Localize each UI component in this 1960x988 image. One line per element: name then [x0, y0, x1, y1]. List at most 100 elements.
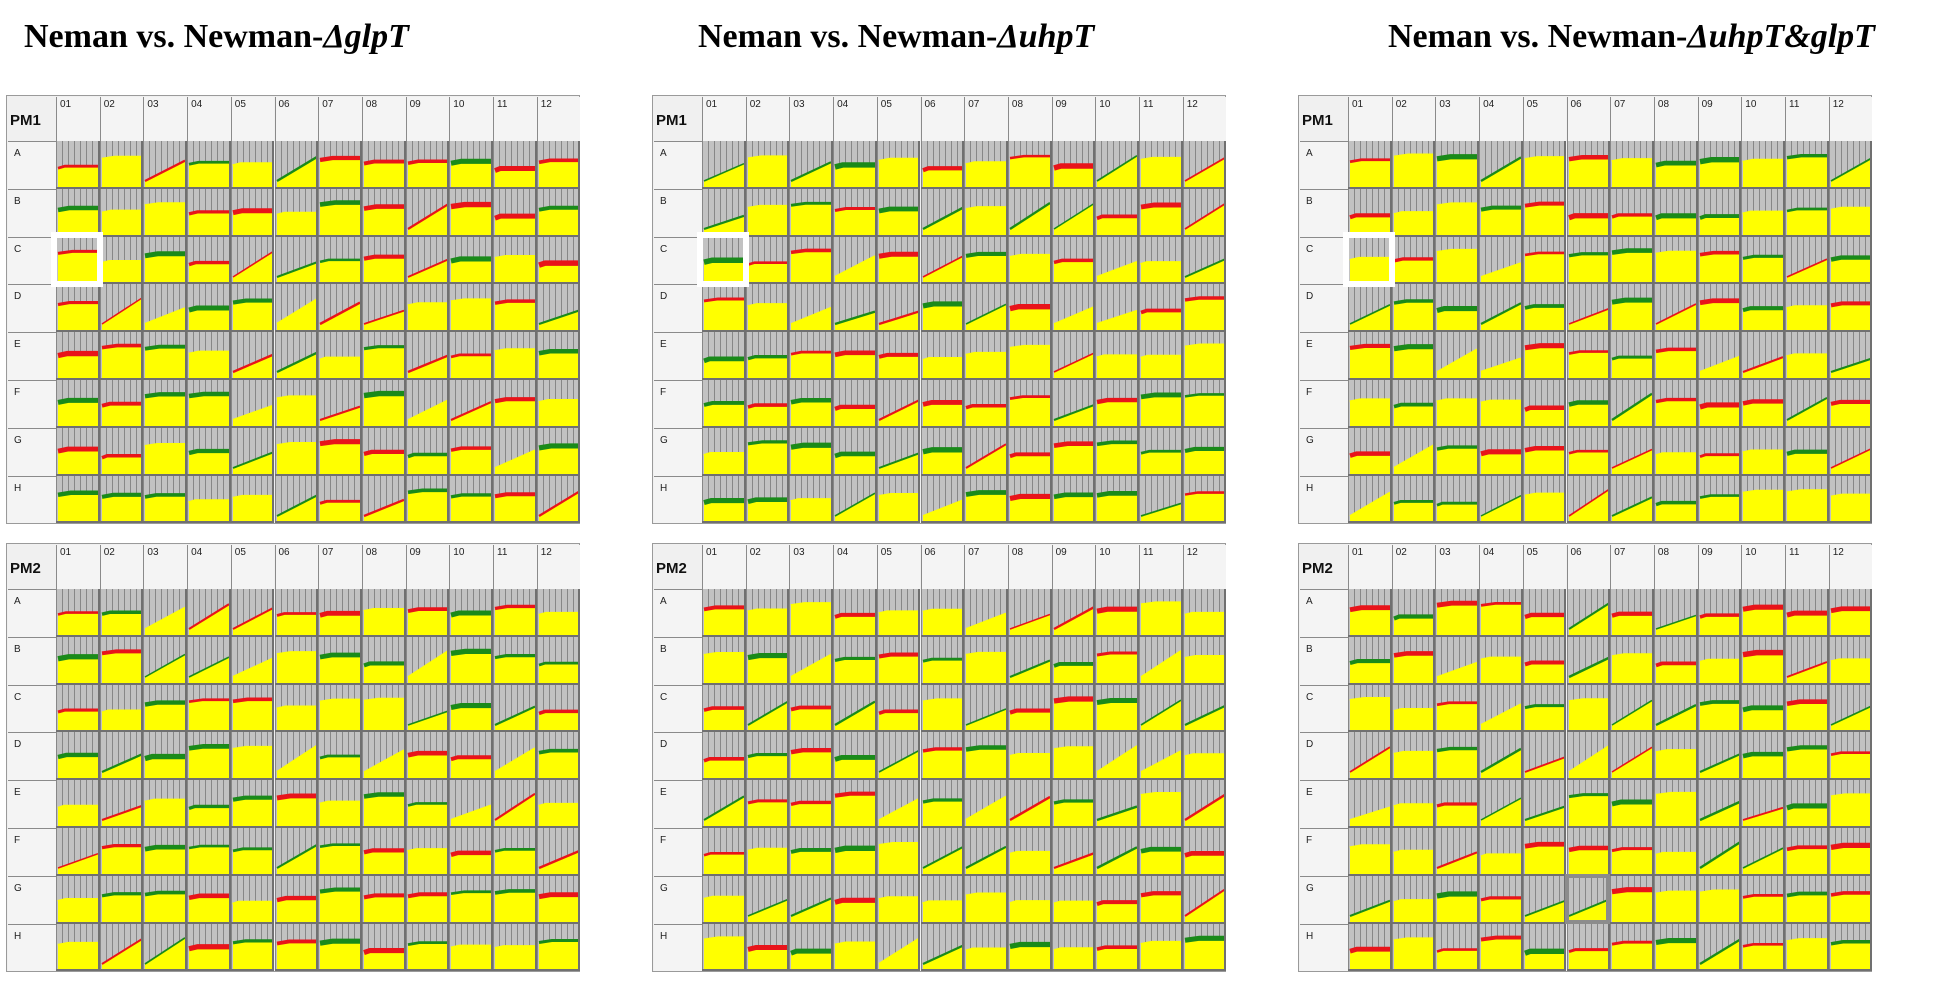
curve-edge [407, 607, 448, 614]
growth-curve [1437, 700, 1478, 731]
curve-area [704, 853, 744, 874]
growth-curve [319, 610, 360, 635]
growth-curve [1698, 213, 1740, 235]
well-A01 [1348, 589, 1392, 637]
growth-curve [1611, 699, 1652, 731]
curve-edge [276, 793, 317, 801]
curve-edge [101, 297, 142, 326]
growth-curve [1096, 697, 1137, 731]
curve-area [966, 797, 1006, 826]
growth-curve [703, 757, 744, 779]
curve-area [1743, 357, 1783, 378]
curve-edge [363, 310, 404, 326]
curve-area [1184, 298, 1225, 331]
curve-edge [1437, 600, 1478, 608]
curve-area [704, 938, 744, 970]
growth-curve [101, 492, 142, 522]
well-A12 [1828, 141, 1873, 189]
curve-area [145, 607, 186, 635]
curve-area [101, 893, 142, 922]
curve-area [276, 746, 317, 779]
well-C11 [1139, 236, 1183, 285]
well-H08 [1653, 475, 1698, 524]
curve-area [407, 894, 448, 922]
growth-curve [276, 650, 317, 683]
well-C06 [274, 684, 319, 733]
curve-edge [1742, 449, 1783, 456]
well-G05 [1522, 875, 1567, 924]
curve-area [1743, 607, 1783, 635]
curve-area [451, 805, 491, 826]
curve-edge [188, 744, 229, 752]
curve-edge [101, 155, 142, 163]
curve-area [922, 449, 963, 474]
curve-area [791, 308, 832, 331]
curve-edge [703, 895, 744, 902]
curve-edge [834, 254, 875, 278]
growth-curve [57, 446, 98, 474]
well-H10 [1741, 923, 1785, 972]
curve-edge [407, 751, 448, 758]
curve-edge [1052, 661, 1094, 668]
growth-curve [1436, 891, 1478, 922]
curve-edge [1611, 886, 1652, 895]
curve-area [320, 654, 360, 683]
curve-area [363, 663, 404, 683]
growth-curve [965, 745, 1006, 779]
well-D08 [1007, 284, 1052, 333]
title-glpT: Neman vs. Newman-ΔglpT [24, 18, 674, 58]
curve-area [1009, 755, 1050, 779]
curve-area [1097, 806, 1137, 826]
curve-area [747, 206, 788, 235]
growth-curve [747, 753, 788, 779]
well-D01 [1348, 284, 1392, 333]
curve-area [1743, 255, 1783, 283]
growth-curve [1699, 889, 1740, 922]
curve-edge [834, 350, 875, 358]
growth-curve [1524, 201, 1565, 235]
growth-curve [921, 446, 963, 474]
curve-area [1393, 753, 1434, 779]
well-A09 [405, 589, 450, 637]
growth-curve [1053, 746, 1094, 779]
well-C03 [1435, 684, 1480, 733]
curve-edge [1097, 440, 1137, 446]
curve-area [1612, 654, 1652, 683]
curve-edge [101, 492, 142, 499]
well-E02 [99, 332, 144, 380]
well-E12 [1182, 780, 1227, 828]
curve-edge [407, 354, 448, 374]
curve-edge [1184, 490, 1225, 496]
well-B02 [745, 636, 790, 685]
well-F12 [1828, 828, 1873, 876]
curve-edge [232, 795, 273, 802]
curve-edge [1611, 298, 1652, 305]
curve-area [1787, 208, 1827, 235]
growth-curve [921, 166, 963, 187]
growth-curve [1184, 935, 1225, 970]
growth-curve [188, 603, 229, 635]
growth-curve [747, 355, 788, 378]
growth-curve [145, 392, 186, 426]
well-A03 [143, 589, 188, 637]
well-D10 [449, 732, 493, 781]
growth-curve [1184, 654, 1225, 683]
growth-curve [1611, 495, 1652, 522]
well-F09 [1697, 380, 1742, 428]
curve-area [276, 261, 317, 283]
column-header: 02 [745, 545, 790, 589]
column-header: 06 [1566, 97, 1611, 141]
growth-curve [747, 700, 788, 731]
well-E07 [318, 332, 362, 380]
curve-edge [363, 792, 404, 799]
curve-edge [1349, 158, 1390, 164]
growth-curve [1786, 449, 1827, 474]
curve-edge [747, 608, 788, 616]
curve-edge [494, 213, 535, 221]
well-D11 [1139, 284, 1183, 333]
curve-area [407, 803, 448, 826]
row-header: E [1300, 332, 1348, 380]
well-D07 [964, 732, 1008, 781]
row-header: C [1300, 236, 1348, 285]
curve-edge [1830, 301, 1871, 308]
